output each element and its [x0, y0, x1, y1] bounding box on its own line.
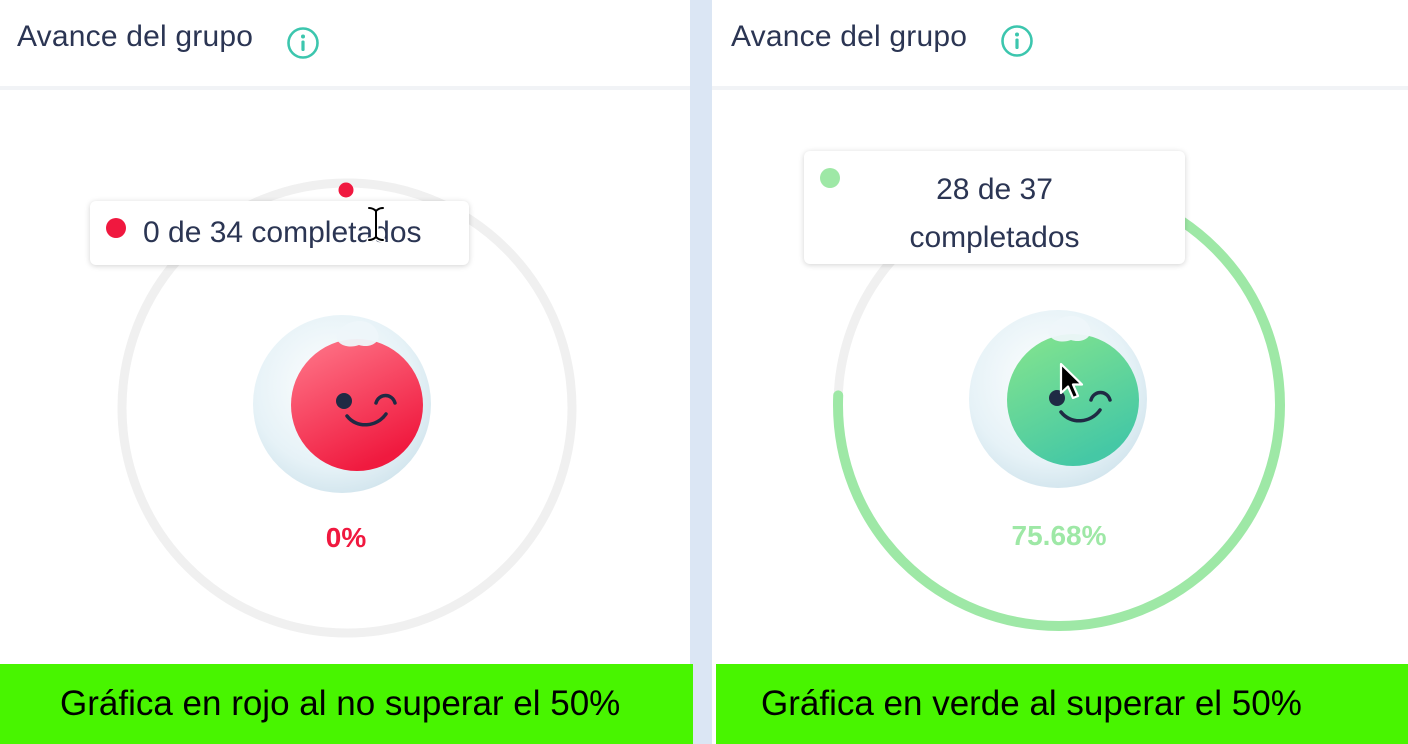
progress-percent: 0%: [325, 522, 367, 553]
panel-header: Avance del grupo: [0, 0, 690, 90]
tooltip-count: 28 de 37: [936, 173, 1053, 206]
panel-title: Avance del grupo: [17, 20, 254, 53]
arrow-pointer-icon: [1059, 362, 1084, 400]
info-circle-icon[interactable]: [286, 26, 320, 60]
panel-divider: [690, 0, 712, 744]
info-circle-icon[interactable]: [1000, 24, 1034, 58]
winking-face-icon: [969, 310, 1147, 488]
tooltip-legend-dot: [820, 168, 840, 188]
progress-ring-marker: [338, 182, 354, 198]
group-progress-panel-right: Avance del grupo 75.68%: [712, 0, 1408, 663]
progress-tooltip: 28 de 37 completados: [804, 151, 1185, 264]
progress-ring: [117, 178, 577, 638]
caption-text: Gráfica en verde al superar el 50%: [761, 684, 1302, 723]
group-progress-panel-left: Avance del grupo 0%: [0, 0, 690, 663]
progress-percent: 75.68%: [1011, 520, 1107, 551]
progress-tooltip: 0 de 34 completados: [90, 201, 469, 265]
tooltip-legend-dot: [106, 218, 126, 238]
caption-left: Gráfica en rojo al no superar el 50%: [0, 664, 693, 744]
tooltip-label: completados: [909, 221, 1080, 254]
panel-title: Avance del grupo: [731, 20, 968, 53]
caption-right: Gráfica en verde al superar el 50%: [716, 664, 1408, 744]
winking-face-icon: [253, 315, 431, 493]
caption-text: Gráfica en rojo al no superar el 50%: [60, 684, 621, 723]
text-ibeam-cursor-icon: [366, 205, 386, 243]
panel-header: Avance del grupo: [712, 0, 1408, 90]
